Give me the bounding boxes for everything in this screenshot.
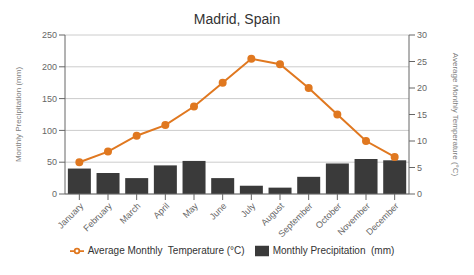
svg-text:Monthly Precipitation (mm): Monthly Precipitation (mm) xyxy=(14,67,23,162)
html-text:Average Monthly Temperature (°: Average Monthly Temperature (°C) xyxy=(87,244,245,256)
svg-text:10: 10 xyxy=(417,136,427,146)
svg-text:June: June xyxy=(208,201,229,222)
html-text:Madrid, Spain: Madrid, Spain xyxy=(193,11,281,27)
html-text:Monthly Precipitation (mm): Monthly Precipitation (mm) xyxy=(272,244,395,256)
svg-text:October: October xyxy=(313,200,344,231)
svg-text:15: 15 xyxy=(417,110,427,120)
svg-text:200: 200 xyxy=(42,62,57,72)
svg-text:February: February xyxy=(81,201,114,234)
svg-text:0: 0 xyxy=(417,189,422,199)
svg-text:100: 100 xyxy=(42,126,57,136)
svg-text:0: 0 xyxy=(52,189,57,199)
svg-text:25: 25 xyxy=(417,57,427,67)
svg-text:April: April xyxy=(151,201,171,221)
svg-text:January: January xyxy=(55,200,86,231)
svg-text:September: September xyxy=(276,201,314,239)
svg-text:December: December xyxy=(364,201,400,237)
svg-text:150: 150 xyxy=(42,94,57,104)
svg-text:30: 30 xyxy=(417,30,427,40)
svg-text:Average Monthly Temperature (°: Average Monthly Temperature (°C) xyxy=(451,53,460,177)
svg-text:March: March xyxy=(118,201,143,226)
svg-text:July: July xyxy=(239,201,258,220)
svg-text:50: 50 xyxy=(47,157,57,167)
svg-text:May: May xyxy=(181,201,200,220)
svg-text:250: 250 xyxy=(42,30,57,40)
svg-text:August: August xyxy=(259,201,286,228)
svg-text:5: 5 xyxy=(417,163,422,173)
svg-text:20: 20 xyxy=(417,83,427,93)
svg-text:November: November xyxy=(335,200,372,238)
